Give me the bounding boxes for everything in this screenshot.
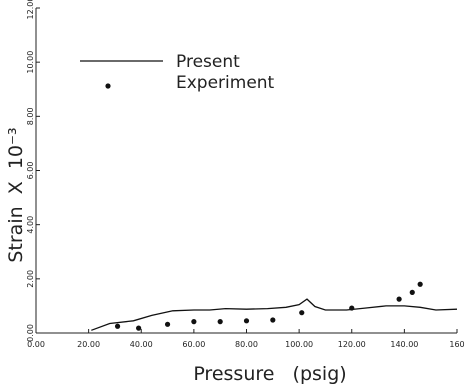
y-tick-label: 4.00 xyxy=(26,216,35,234)
y-tick-label: 2.00 xyxy=(26,270,35,288)
y-tick-label: 12.00 xyxy=(26,0,35,19)
y-tick-label: 6.00 xyxy=(26,162,35,180)
y-tick-label: 10.00 xyxy=(26,51,35,74)
y-axis-label: Strain X 10⁻³ xyxy=(5,127,27,262)
series-line-present xyxy=(91,298,458,331)
experiment-point xyxy=(270,317,276,323)
series-layer xyxy=(91,281,458,331)
experiment-point xyxy=(164,321,171,327)
experiment-point xyxy=(299,310,305,316)
experiment-point xyxy=(409,289,415,295)
x-tick-label: 60.00 xyxy=(182,340,205,349)
y-tick-label: 8.00 xyxy=(26,107,35,125)
experiment-point xyxy=(243,318,250,324)
experiment-point xyxy=(349,305,355,311)
x-tick-label: 80.00 xyxy=(235,340,258,349)
x-axis-ticks: 0.00 20.00 40.00 60.00 80.00 100.00 120.00 140.… xyxy=(27,329,465,349)
x-tick-label: 160 xyxy=(449,340,464,349)
experiment-point xyxy=(396,296,402,302)
x-tick-label: 120.00 xyxy=(338,340,366,349)
y-tick-label: 0.00 xyxy=(26,324,35,342)
legend-label-experiment: Experiment xyxy=(176,73,275,93)
legend-label-present: Present xyxy=(176,52,240,72)
legend-marker-experiment xyxy=(105,83,111,89)
x-tick-label: 20.00 xyxy=(77,340,100,349)
experiment-point xyxy=(217,319,223,325)
experiment-point xyxy=(136,325,142,331)
axes xyxy=(35,8,457,334)
x-axis-label: Pressure (psig) xyxy=(193,363,346,385)
x-tick-label: 100.00 xyxy=(285,340,313,349)
experiment-point xyxy=(114,323,121,329)
x-tick-label: 40.00 xyxy=(130,340,153,349)
experiment-point xyxy=(191,319,197,325)
experiment-point xyxy=(417,281,423,287)
x-tick-label: 140.00 xyxy=(390,340,418,349)
x-tick-label: 0.00 xyxy=(27,340,45,349)
y-axis-ticks: 0.00 2.00 4.00 6.00 8.00 10.00 12.00 xyxy=(26,0,40,342)
